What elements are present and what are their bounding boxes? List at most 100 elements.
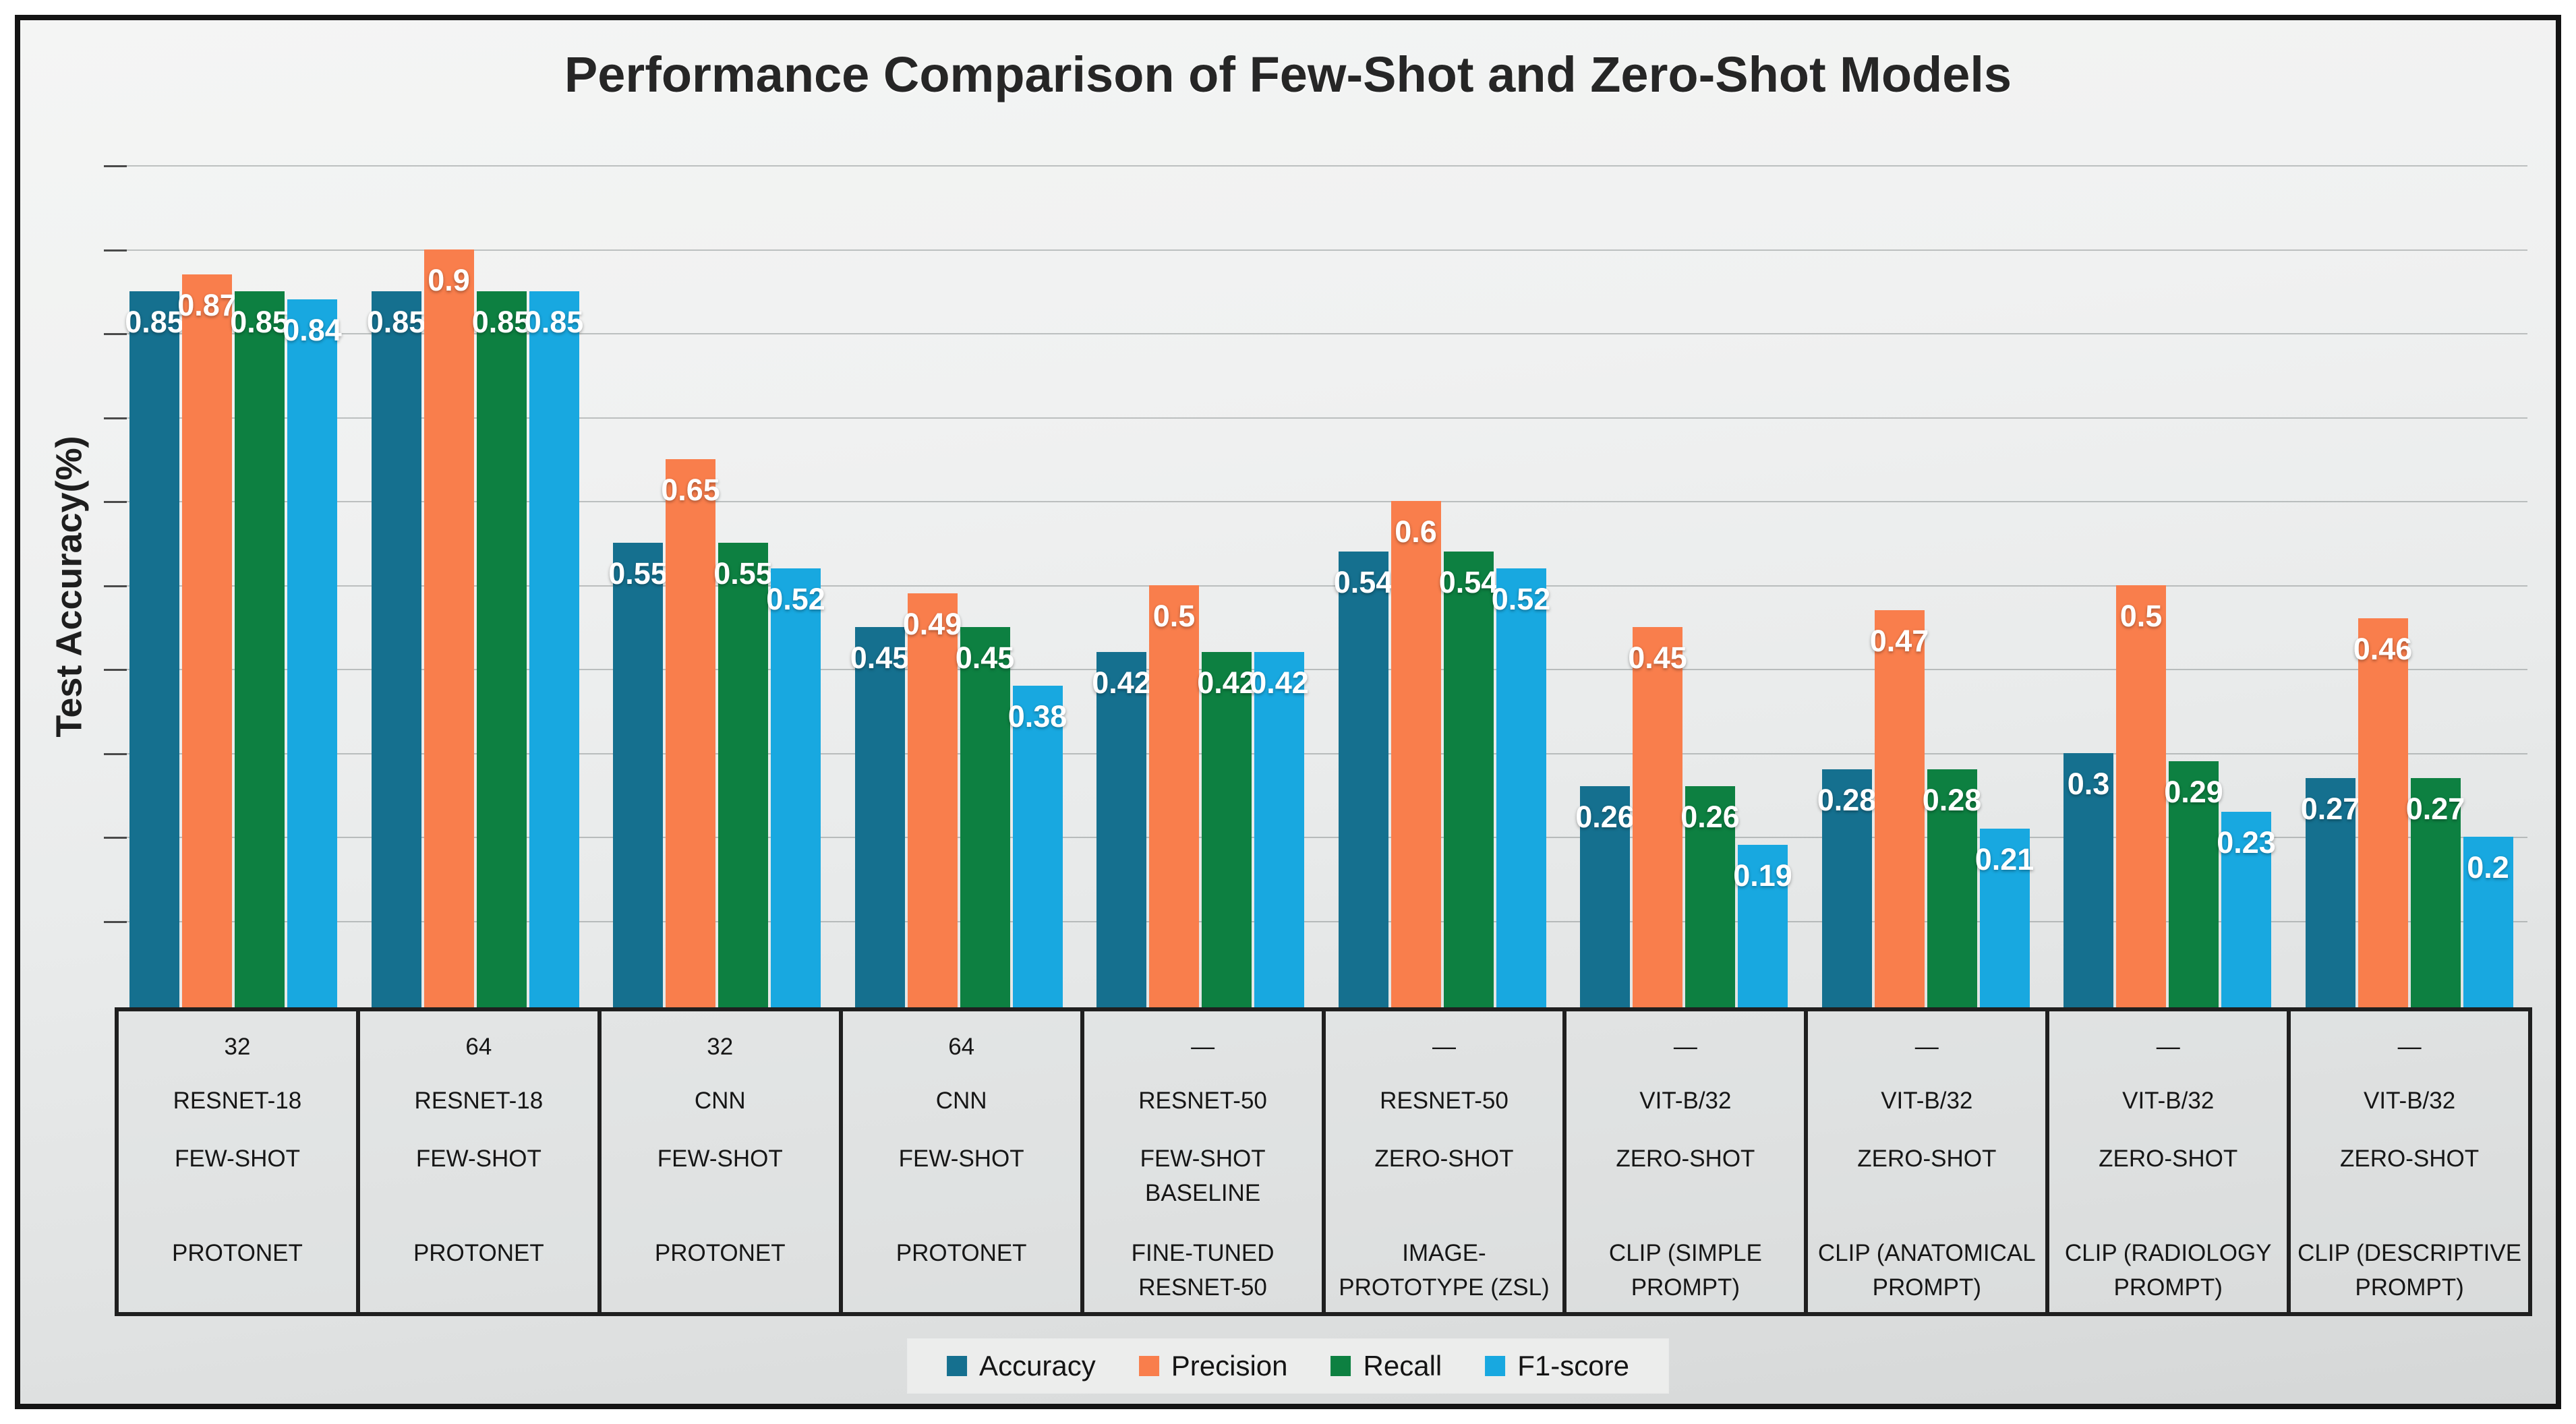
bar-value-label: 0.5 — [2119, 598, 2163, 633]
legend-label: Accuracy — [979, 1350, 1096, 1382]
bar-value-label: 0.29 — [2164, 774, 2223, 809]
bar-precision-group9 — [2116, 585, 2166, 1011]
bar-f1-score-group6 — [1496, 568, 1546, 1011]
bar-value-label: 0.87 — [177, 287, 237, 322]
legend-item-recall: Recall — [1330, 1350, 1442, 1382]
bar-precision-group5 — [1149, 585, 1199, 1011]
legend-item-f1-score: F1-score — [1485, 1350, 1629, 1382]
bar-value-label: 0.85 — [366, 304, 426, 339]
bar-precision-group10 — [2358, 618, 2408, 1011]
bar-precision-group7 — [1633, 626, 1682, 1011]
bar-value-label: 0.42 — [1250, 665, 1309, 701]
bar-recall-group1 — [235, 291, 285, 1011]
bar-precision-group4 — [907, 593, 958, 1011]
category-method: PROTONET — [172, 1240, 303, 1266]
bar-recall-group9 — [2169, 761, 2219, 1011]
category-shots: — — [1914, 1034, 1939, 1060]
gridline — [115, 752, 2527, 754]
gridline — [115, 249, 2527, 251]
y-axis-tick — [104, 837, 127, 839]
bar-value-label: 0.49 — [902, 606, 962, 641]
x-category-cell-10: — VIT-B/32 ZERO-SHOT CLIP (DESCRIPTIVE PROM… — [2287, 1011, 2528, 1312]
bar-recall-group6 — [1443, 551, 1494, 1011]
bar-value-label: 0.2 — [2467, 850, 2509, 885]
category-backbone: VIT-B/32 — [2364, 1088, 2456, 1114]
category-shots: 32 — [224, 1034, 251, 1060]
x-category-cell-9: — VIT-B/32 ZERO-SHOT CLIP (RADIOLOGY PROMPT… — [2045, 1011, 2287, 1312]
gridline — [115, 333, 2527, 334]
bar-accuracy-group5 — [1096, 652, 1146, 1011]
bar-accuracy-group1 — [129, 291, 179, 1011]
bar-value-label: 0.28 — [1922, 783, 1982, 818]
bar-value-label: 0.23 — [2217, 825, 2276, 860]
bar-value-label: 0.5 — [1152, 598, 1196, 633]
legend-label: Precision — [1171, 1350, 1288, 1382]
y-axis-label: Test Accuracy(%) — [49, 436, 90, 738]
bar-f1-score-group1 — [287, 299, 337, 1011]
legend-swatch-icon — [1330, 1356, 1351, 1376]
gridline — [115, 920, 2527, 922]
bar-value-label: 0.84 — [283, 313, 342, 348]
category-method: CLIP (DESCRIPTIVE PROMPT) — [2297, 1240, 2522, 1301]
y-axis-tick — [104, 501, 127, 503]
bar-value-label: 0.28 — [1817, 783, 1877, 818]
x-category-cell-3: 32 CNN FEW-SHOT PROTONET — [597, 1011, 839, 1312]
x-axis-category-table: 32 RESNET-18 FEW-SHOT PROTONET 64 RESNET-18 FE… — [115, 1007, 2532, 1316]
bar-value-label: 0.85 — [230, 304, 289, 339]
bar-accuracy-group9 — [2063, 752, 2113, 1011]
category-paradigm: ZERO-SHOT — [1616, 1146, 1755, 1172]
category-method: CLIP (RADIOLOGY PROMPT) — [2064, 1240, 2272, 1301]
bar-recall-group10 — [2410, 777, 2461, 1011]
bar-value-label: 0.52 — [1491, 581, 1551, 616]
bar-f1-score-group4 — [1012, 685, 1063, 1011]
legend-swatch-icon — [947, 1356, 968, 1376]
y-axis-tick — [104, 333, 127, 335]
bar-accuracy-group10 — [2305, 777, 2355, 1011]
bar-f1-score-group5 — [1254, 652, 1304, 1011]
gridline — [115, 669, 2527, 670]
bar-precision-group6 — [1391, 501, 1441, 1011]
bar-value-label: 0.47 — [1869, 623, 1929, 658]
bar-precision-group2 — [423, 249, 474, 1011]
legend-swatch-icon — [1138, 1356, 1159, 1376]
bar-accuracy-group6 — [1338, 551, 1388, 1011]
gridline — [115, 501, 2527, 502]
bar-value-label: 0.19 — [1733, 858, 1792, 893]
bar-recall-group2 — [476, 291, 527, 1011]
bar-value-label: 0.55 — [713, 556, 773, 591]
gridline — [115, 837, 2527, 838]
category-method: PROTONET — [896, 1240, 1027, 1266]
x-category-cell-2: 64 RESNET-18 FEW-SHOT PROTONET — [355, 1011, 597, 1312]
bar-value-label: 0.55 — [608, 556, 668, 591]
legend-label: F1-score — [1517, 1350, 1629, 1382]
bar-f1-score-group8 — [1979, 828, 2030, 1011]
category-backbone: VIT-B/32 — [2122, 1088, 2215, 1114]
category-backbone: VIT-B/32 — [1639, 1088, 1732, 1114]
bar-recall-group8 — [1927, 769, 1977, 1011]
bar-value-label: 0.27 — [2300, 791, 2360, 826]
bar-precision-group1 — [182, 274, 232, 1011]
category-shots: — — [2156, 1034, 2180, 1060]
category-shots: — — [1432, 1034, 1456, 1060]
bar-value-label: 0.26 — [1575, 800, 1635, 835]
category-method: CLIP (SIMPLE PROMPT) — [1608, 1240, 1762, 1301]
bar-value-label: 0.85 — [125, 304, 184, 339]
category-backbone: RESNET-50 — [1138, 1088, 1267, 1114]
legend-item-accuracy: Accuracy — [947, 1350, 1096, 1382]
bar-recall-group4 — [960, 626, 1010, 1011]
chart-title: Performance Comparison of Few-Shot and Z… — [564, 47, 2012, 102]
category-paradigm: FEW-SHOT — [898, 1146, 1024, 1172]
category-method: IMAGE-PROTOTYPE (ZSL) — [1339, 1240, 1550, 1301]
x-category-cell-1: 32 RESNET-18 FEW-SHOT PROTONET — [119, 1011, 356, 1312]
bar-value-label: 0.52 — [766, 581, 825, 616]
legend-item-precision: Precision — [1138, 1350, 1288, 1382]
category-paradigm: FEW-SHOT — [657, 1146, 783, 1172]
category-shots: 64 — [465, 1034, 492, 1060]
legend: Accuracy Precision Recall F1-score — [908, 1339, 1668, 1393]
bar-value-label: 0.27 — [2405, 791, 2465, 826]
bar-value-label: 0.9 — [428, 262, 470, 297]
gridline — [115, 417, 2527, 419]
y-axis-label-wrap: Test Accuracy(%) — [26, 310, 113, 863]
category-shots: — — [1673, 1034, 1697, 1060]
bar-value-label: 0.42 — [1092, 665, 1151, 701]
